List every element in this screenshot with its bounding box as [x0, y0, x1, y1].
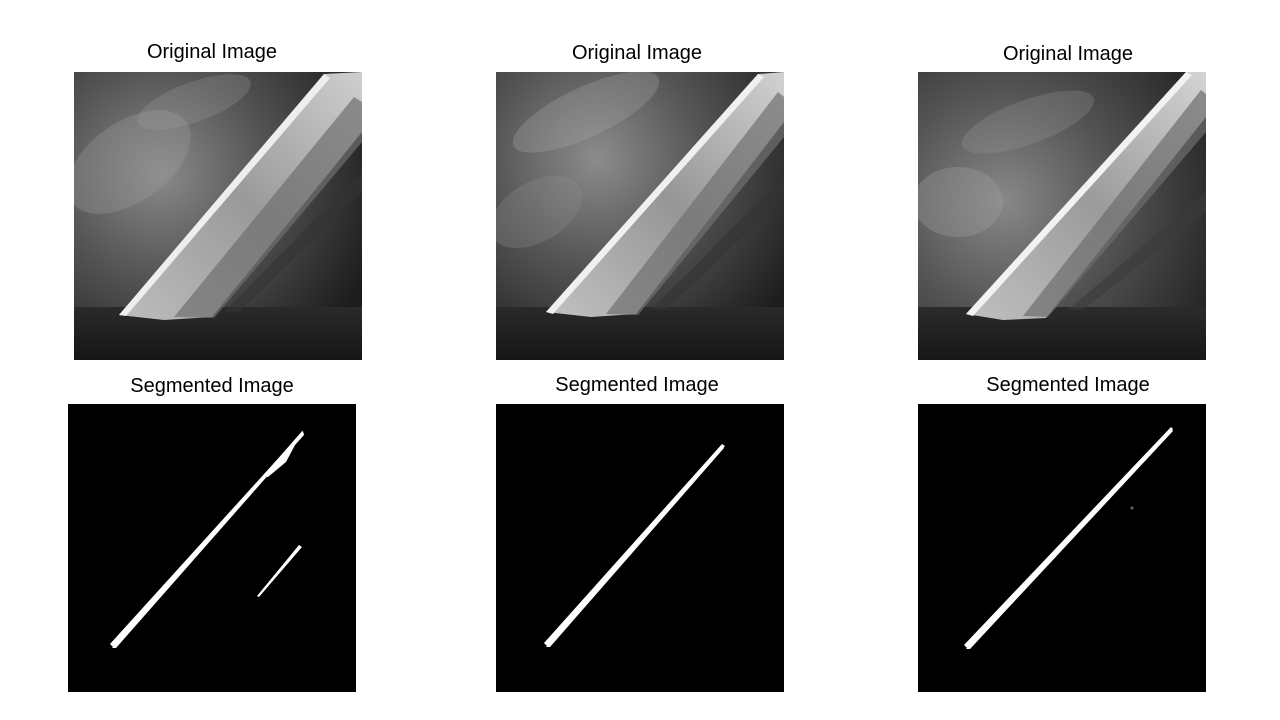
panel-title-segmented-3: Segmented Image: [986, 374, 1150, 396]
panel-title-segmented-1: Segmented Image: [130, 375, 294, 397]
panel-title-original-3: Original Image: [1002, 43, 1134, 65]
segmented-image-1: [68, 404, 356, 692]
original-image-2: [496, 72, 784, 360]
original-image-3: [918, 72, 1206, 360]
panel-title-original-1: Original Image: [146, 41, 278, 63]
segmented-image-2: [496, 404, 784, 692]
original-image-1: [74, 72, 362, 360]
segmented-image-3: [918, 404, 1206, 692]
panel-title-original-2: Original Image: [571, 42, 703, 64]
panel-title-segmented-2: Segmented Image: [555, 374, 719, 396]
